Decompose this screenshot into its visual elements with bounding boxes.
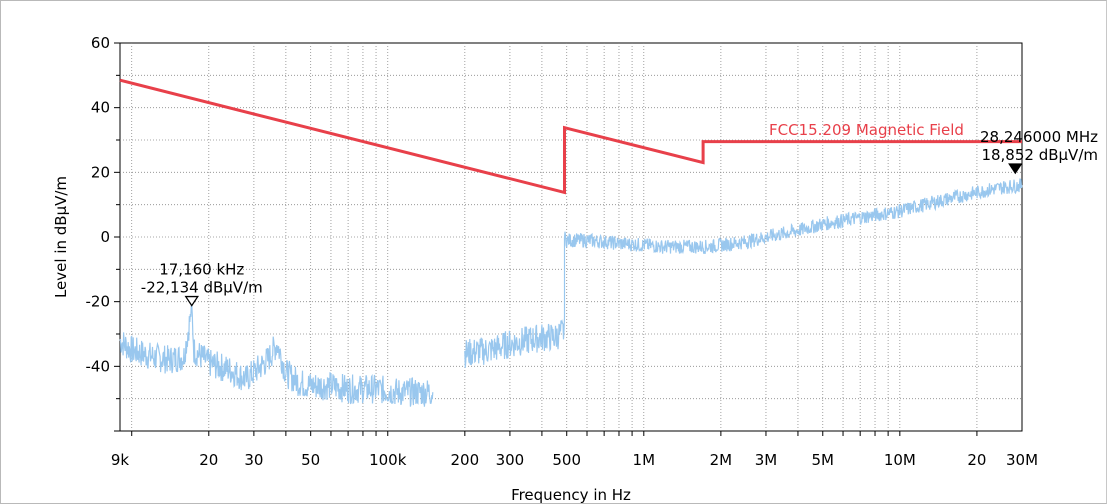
- peak-marker: 17,160 kHz-22,134 dBµV/m: [141, 261, 263, 307]
- limit-line-label: FCC15.209 Magnetic Field: [769, 121, 964, 139]
- x-tick-label: 500: [552, 451, 581, 469]
- x-tick-label: 30M: [1006, 451, 1038, 469]
- y-tick-label: -40: [86, 357, 111, 375]
- x-tick-label: 20: [199, 451, 218, 469]
- x-tick-label: 20: [967, 451, 986, 469]
- peak-marker-frequency: 17,160 kHz: [159, 261, 244, 279]
- x-tick-label: 9k: [111, 451, 130, 469]
- x-tick-label: 50: [301, 451, 320, 469]
- y-tick-label: -20: [86, 293, 111, 311]
- max-marker-triangle: [1008, 163, 1023, 175]
- x-tick-label: 5M: [812, 451, 835, 469]
- x-tick-label: 10M: [884, 451, 916, 469]
- x-tick-label: 3M: [755, 451, 778, 469]
- x-tick-label: 200: [451, 451, 480, 469]
- peak-marker-level: -22,134 dBµV/m: [141, 279, 263, 297]
- max-marker-level: 18,852 dBµV/m: [981, 146, 1098, 164]
- limit-line-path: [119, 78, 1022, 195]
- y-tick-label: 20: [91, 163, 110, 181]
- x-tick-label: 2M: [710, 451, 733, 469]
- x-tick-label: 100k: [369, 451, 407, 469]
- x-tick-label: 300: [496, 451, 525, 469]
- measurement-trace: [119, 178, 1023, 407]
- x-axis-ticks: 9k 20 30 50 100k 200 300 500 1M 2M 3M 5M 10M 20 30M: [111, 431, 1038, 469]
- grid-lines: [120, 43, 1022, 431]
- y-axis-label: Level in dBµV/m: [52, 176, 70, 298]
- markers-layer: 17,160 kHz-22,134 dBµV/m 28,246000 MHz18,…: [141, 128, 1098, 307]
- max-marker-frequency: 28,246000 MHz: [980, 128, 1098, 146]
- measurement-trace-path: [464, 178, 1023, 368]
- peak-marker-triangle: [184, 295, 199, 307]
- series-layer: [119, 78, 1023, 407]
- x-tick-label: 1M: [633, 451, 656, 469]
- y-tick-label: 40: [91, 99, 110, 117]
- limit-line: [119, 78, 1022, 195]
- x-tick-label: 30: [244, 451, 263, 469]
- y-tick-label: 0: [100, 228, 110, 246]
- y-tick-label: 60: [91, 34, 110, 52]
- x-axis-label: Frequency in Hz: [511, 486, 631, 504]
- measurement-trace-path: [119, 304, 434, 407]
- y-axis-ticks: 60 40 20 0 -20 -40: [86, 34, 120, 432]
